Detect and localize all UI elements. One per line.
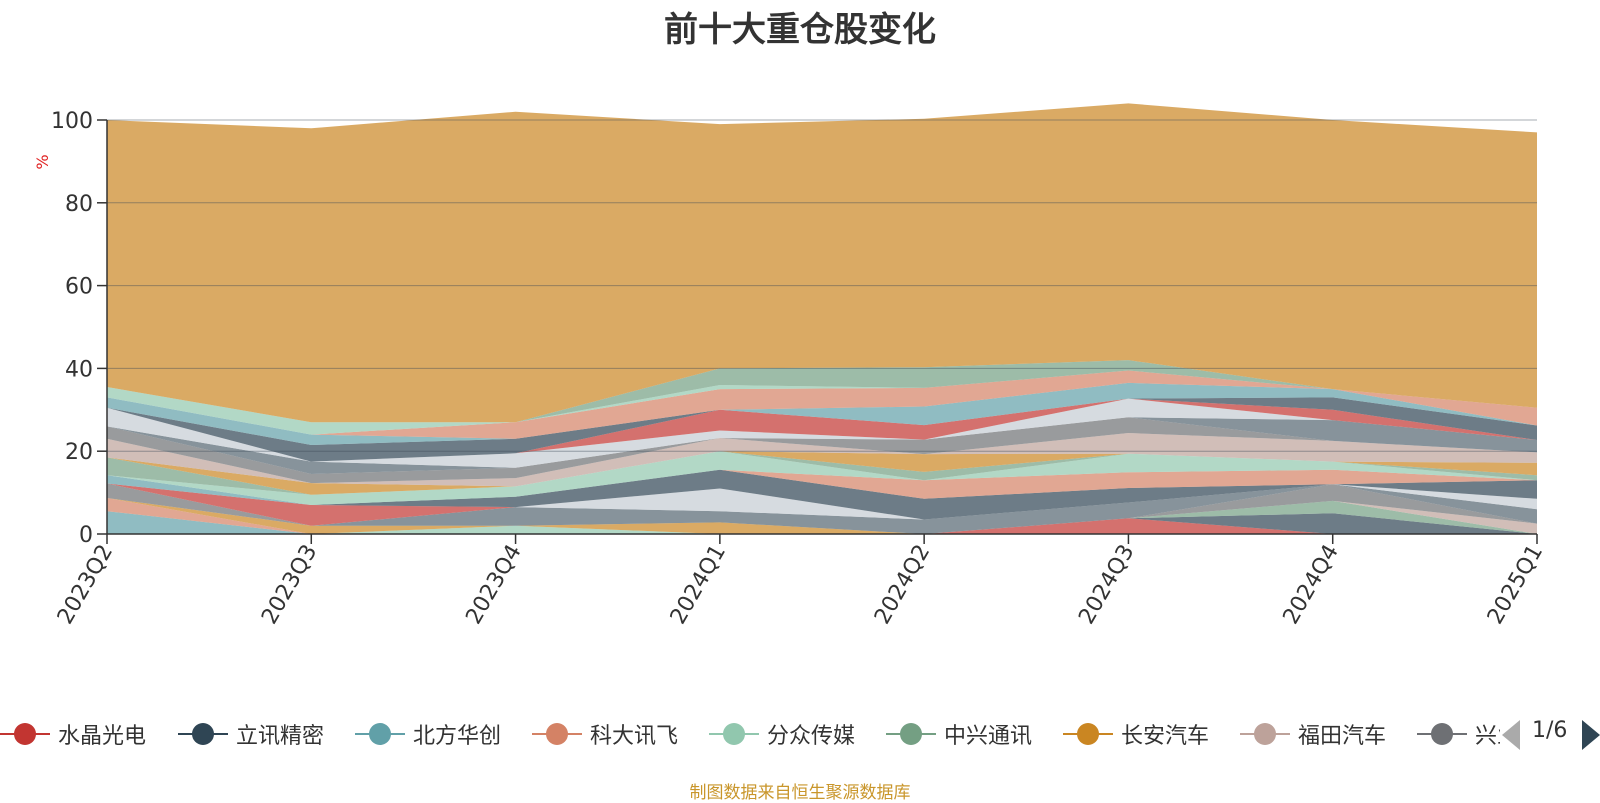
legend-label: 中兴通讯 bbox=[944, 724, 1033, 749]
legend-marker-icon bbox=[178, 720, 228, 748]
legend-label: 水晶光电 bbox=[58, 724, 147, 749]
legend-marker-icon bbox=[1417, 720, 1467, 748]
legend-marker-icon bbox=[532, 720, 582, 748]
legend-marker-icon bbox=[0, 720, 50, 748]
area-series-3[interactable] bbox=[107, 511, 1537, 534]
legend-marker-icon bbox=[709, 720, 759, 748]
area-series-1[interactable] bbox=[107, 518, 1537, 534]
y-tick-label: 20 bbox=[65, 440, 93, 465]
y-tick-label: 0 bbox=[79, 523, 93, 548]
area-series-26[interactable] bbox=[107, 370, 1537, 439]
data-source-note: 制图数据来自恒生聚源数据库 bbox=[689, 783, 911, 803]
area-series-20[interactable] bbox=[107, 417, 1537, 484]
legend: 水晶光电 立讯精密 北方华创 科大讯飞 分众传媒 中兴通讯 长安汽车 福田汽车 兴业银行 bbox=[0, 716, 1500, 752]
area-series-16[interactable] bbox=[107, 451, 1537, 505]
legend-label: 兴业银行 bbox=[1475, 724, 1500, 749]
legend-pager: 1/6 bbox=[1500, 716, 1600, 752]
area-series-28[interactable] bbox=[107, 360, 1537, 423]
area-series-13[interactable] bbox=[107, 469, 1537, 520]
stacked-area-chart: 0 20 40 60 80 100 2023Q2 2023Q3 2023Q4 2024Q1 2024… bbox=[33, 103, 1548, 629]
x-tick-label: 2024Q3 bbox=[1074, 541, 1139, 629]
x-tick-label: 2024Q1 bbox=[666, 541, 731, 629]
legend-label: 立讯精密 bbox=[236, 724, 325, 749]
area-series-25[interactable] bbox=[107, 382, 1537, 445]
area-series-group bbox=[107, 103, 1537, 534]
y-tick-label: 80 bbox=[65, 192, 93, 217]
chart-title: 前十大重仓股变化 bbox=[664, 10, 936, 50]
x-tick-label: 2025Q1 bbox=[1483, 541, 1548, 629]
area-series-23[interactable] bbox=[107, 398, 1537, 462]
y-axis-unit-label: % bbox=[33, 154, 52, 169]
legend-item[interactable]: 北方华创 bbox=[355, 716, 501, 752]
legend-item[interactable]: 水晶光电 bbox=[0, 716, 146, 752]
legend-marker-icon bbox=[1240, 720, 1290, 748]
legend-label: 科大讯飞 bbox=[590, 724, 679, 749]
legend-item[interactable]: 中兴通讯 bbox=[886, 716, 1032, 752]
x-tick-label: 2024Q2 bbox=[870, 541, 935, 629]
legend-page-indicator: 1/6 bbox=[1532, 718, 1568, 743]
legend-next-page-icon[interactable] bbox=[1582, 720, 1600, 750]
y-tick-label: 40 bbox=[65, 357, 93, 382]
area-series-15[interactable] bbox=[107, 469, 1537, 505]
x-tick-label: 2023Q2 bbox=[53, 541, 118, 629]
legend-marker-icon bbox=[1063, 720, 1113, 748]
area-series-2[interactable] bbox=[107, 513, 1537, 534]
area-series-11[interactable] bbox=[107, 483, 1537, 526]
area-series-24[interactable] bbox=[107, 397, 1537, 462]
area-series-18[interactable] bbox=[107, 451, 1537, 495]
x-tick-label: 2023Q3 bbox=[257, 541, 322, 629]
x-tick-label: 2024Q4 bbox=[1279, 541, 1344, 629]
legend-label: 北方华创 bbox=[413, 724, 502, 749]
legend-item[interactable]: 立讯精密 bbox=[178, 716, 324, 752]
legend-label: 长安汽车 bbox=[1121, 724, 1210, 749]
x-tick-label: 2023Q4 bbox=[461, 541, 526, 629]
area-series-29[interactable] bbox=[107, 103, 1537, 423]
legend-item[interactable]: 福田汽车 bbox=[1240, 716, 1386, 752]
y-tick-label: 100 bbox=[51, 109, 93, 134]
area-series-22[interactable] bbox=[107, 398, 1537, 468]
legend-prev-page-icon[interactable] bbox=[1502, 720, 1520, 750]
legend-item[interactable]: 科大讯飞 bbox=[532, 716, 678, 752]
legend-label: 福田汽车 bbox=[1298, 724, 1387, 749]
legend-item[interactable]: 分众传媒 bbox=[709, 716, 855, 752]
legend-marker-icon bbox=[886, 720, 936, 748]
grid-lines bbox=[107, 119, 1537, 452]
legend-item[interactable]: 兴业银行 bbox=[1417, 716, 1500, 752]
legend-label: 分众传媒 bbox=[767, 724, 856, 749]
y-tick-label: 60 bbox=[65, 275, 93, 300]
area-series-19[interactable] bbox=[107, 433, 1537, 487]
area-series-10[interactable] bbox=[107, 483, 1537, 535]
legend-marker-icon bbox=[355, 720, 405, 748]
legend-item[interactable]: 长安汽车 bbox=[1063, 716, 1209, 752]
